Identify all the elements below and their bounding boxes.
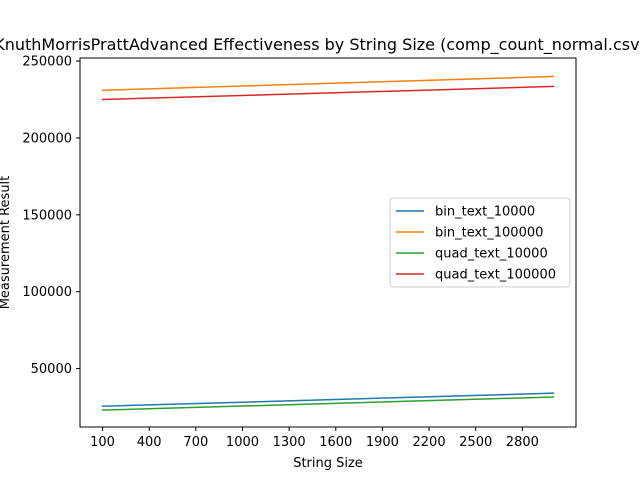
- plot-frame: [79, 57, 577, 428]
- x-tick-label: 100: [90, 435, 115, 450]
- legend-label: bin_text_10000: [435, 205, 535, 220]
- y-tick-label: 100000: [22, 285, 72, 300]
- legend-frame: [389, 197, 571, 288]
- chart-title: KnuthMorrisPrattAdvanced Effectiveness b…: [0, 35, 640, 55]
- series-line-quad_text_10000: [101, 396, 555, 411]
- x-tick-label: 2500: [459, 435, 492, 450]
- legend-label: bin_text_100000: [435, 226, 543, 241]
- y-axis-label: Measurement Result: [0, 176, 13, 310]
- x-tick-label: 1900: [366, 435, 399, 450]
- x-tick-label: 2200: [413, 435, 446, 450]
- x-tick-label: 1600: [319, 435, 352, 450]
- x-axis-label: String Size: [293, 456, 363, 471]
- legend: bin_text_10000 bin_text_100000 quad_text_1…: [389, 197, 571, 288]
- y-tick-label: 250000: [22, 55, 72, 70]
- y-tick-label: 150000: [22, 208, 72, 223]
- x-tick-label: 1300: [273, 435, 306, 450]
- x-tick-label: 2800: [506, 435, 539, 450]
- x-tick-label: 400: [137, 435, 162, 450]
- y-tick-label: 50000: [31, 362, 72, 377]
- legend-label: quad_text_10000: [435, 247, 548, 262]
- series-line-quad_text_100000: [101, 85, 555, 101]
- legend-label: quad_text_100000: [435, 268, 556, 283]
- series-line-bin_text_10000: [101, 392, 555, 408]
- x-tick-label: 1000: [226, 435, 259, 450]
- y-tick-label: 200000: [22, 131, 72, 146]
- series-line-bin_text_100000: [101, 75, 555, 92]
- x-tick-label: 700: [183, 435, 208, 450]
